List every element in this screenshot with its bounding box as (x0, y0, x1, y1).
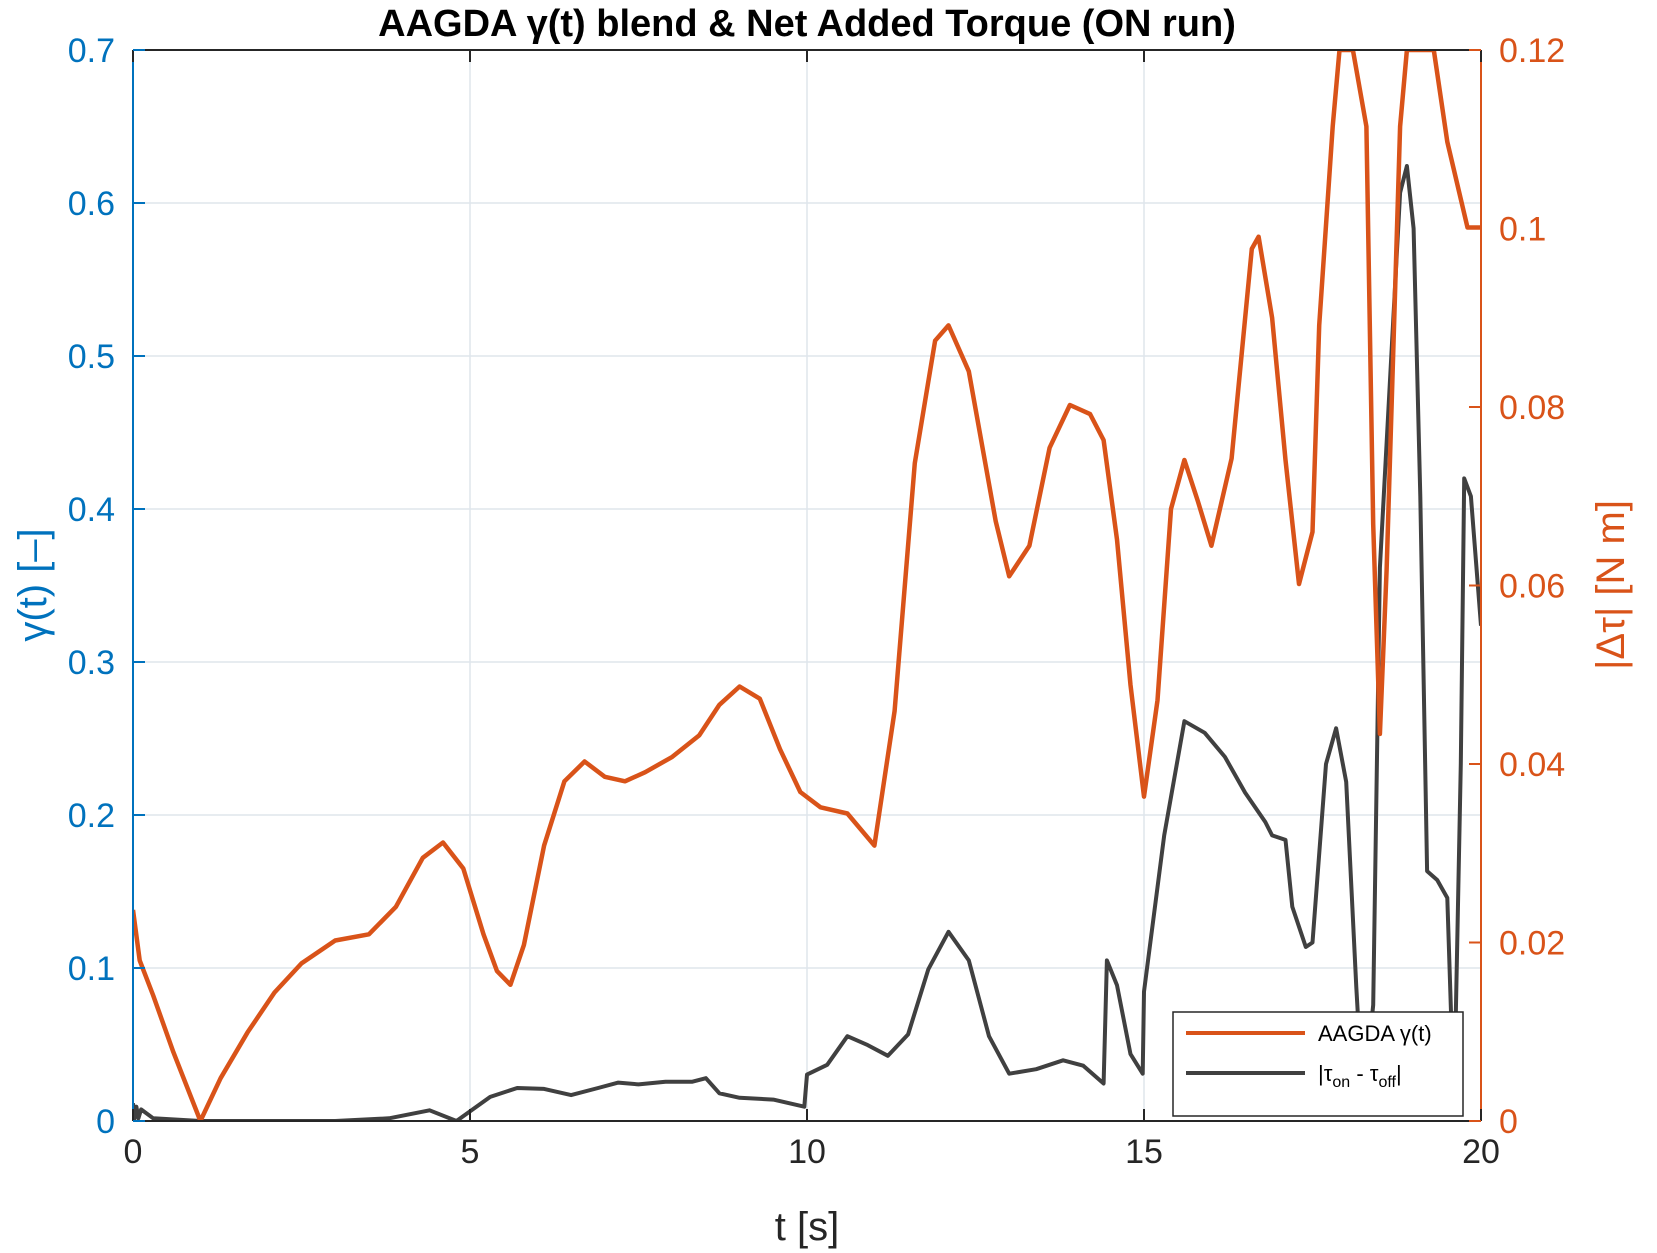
left-y-tick-label: 0 (96, 1103, 115, 1141)
x-tick-label: 0 (124, 1133, 143, 1171)
legend: AAGDA γ(t) |τon - τoff| (1172, 1011, 1464, 1117)
right-y-tick-label: 0.12 (1499, 32, 1565, 70)
x-tick-label: 15 (1125, 1133, 1163, 1171)
legend-label-torque-open: |τ (1318, 1061, 1333, 1086)
x-tick-label: 20 (1462, 1133, 1500, 1171)
right-y-tick-label: 0.08 (1499, 389, 1565, 427)
right-y-tick-label: 0 (1499, 1103, 1518, 1141)
legend-label-torque: |τon - τoff| (1318, 1061, 1402, 1091)
grid-lines (133, 50, 1481, 1121)
right-y-tick-label: 0.04 (1499, 746, 1565, 784)
legend-box (1172, 1011, 1464, 1117)
axis-ticks: 0 5 10 15 2000.10.20.30.40.50.60.700.020.040… (68, 32, 1565, 1171)
left-y-tick-label: 0.3 (68, 644, 115, 682)
left-y-tick-label: 0.1 (68, 950, 115, 988)
plot-series (133, 50, 1481, 1121)
left-y-tick-label: 0.5 (68, 338, 115, 376)
gamma-series-line (133, 50, 1481, 1121)
legend-label-torque-sub-on: on (1332, 1074, 1350, 1091)
left-y-tick-label: 0.7 (68, 32, 115, 70)
legend-label-gamma: AAGDA γ(t) (1318, 1021, 1432, 1046)
legend-label-gamma-suffix: (t) (1411, 1021, 1432, 1046)
right-y-tick-label: 0.06 (1499, 568, 1565, 606)
legend-label-torque-mid: - τ (1350, 1061, 1379, 1086)
right-y-tick-label: 0.02 (1499, 925, 1565, 963)
x-tick-label: 5 (461, 1133, 480, 1171)
right-y-axis-title: |Δτ| [N m] (1589, 500, 1633, 670)
legend-label-gamma-main: AAGDA γ (1318, 1021, 1411, 1046)
x-tick-label: 10 (788, 1133, 826, 1171)
legend-label-torque-sub-off: off (1378, 1074, 1396, 1091)
left-y-tick-label: 0.4 (68, 491, 115, 529)
right-y-tick-label: 0.1 (1499, 211, 1546, 249)
left-y-tick-label: 0.6 (68, 185, 115, 223)
x-axis-title: t [s] (775, 1205, 839, 1249)
left-y-axis-title: γ(t) [–] (11, 528, 55, 641)
chart-title: AAGDA γ(t) blend & Net Added Torque (ON … (378, 3, 1236, 45)
left-y-tick-label: 0.2 (68, 797, 115, 835)
legend-label-torque-close: | (1396, 1061, 1402, 1086)
